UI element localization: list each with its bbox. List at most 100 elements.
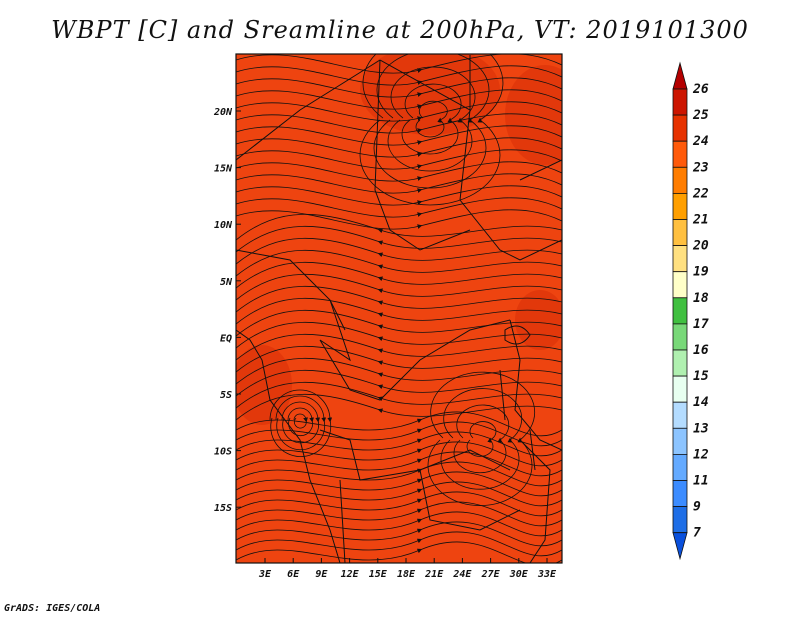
streamline bbox=[236, 237, 562, 265]
lon-tick-label: 3E bbox=[258, 569, 272, 580]
lon-tick-label: 9E bbox=[315, 569, 328, 580]
streamline bbox=[236, 77, 562, 98]
colorbar-swatch bbox=[672, 88, 688, 116]
lat-tick-label: 10S bbox=[214, 447, 232, 458]
streamline bbox=[387, 66, 476, 172]
colorbar-label: 12 bbox=[693, 447, 709, 462]
colorbar-swatch bbox=[672, 140, 688, 168]
streamline bbox=[440, 388, 523, 490]
border-mozambique bbox=[519, 439, 551, 563]
streamline bbox=[236, 161, 562, 182]
streamline bbox=[466, 421, 497, 457]
colorbar-label: 25 bbox=[692, 108, 709, 123]
streamline bbox=[236, 521, 562, 547]
colorbar-label: 15 bbox=[693, 369, 709, 384]
colorbar-label: 20 bbox=[692, 239, 709, 254]
streamline bbox=[236, 213, 562, 241]
warm-patch-east bbox=[515, 290, 562, 350]
coast-west bbox=[236, 329, 341, 563]
streamline bbox=[373, 54, 490, 189]
map-frame bbox=[235, 53, 563, 564]
colorbar-top-arrow bbox=[672, 61, 688, 90]
border-great-lakes bbox=[509, 319, 562, 451]
lon-tick-label: 21E bbox=[424, 569, 444, 580]
lon-tick-label: 27E bbox=[481, 569, 501, 580]
colorbar-swatch bbox=[672, 219, 688, 247]
lon-tick-label: 33E bbox=[537, 569, 557, 580]
streamline bbox=[236, 333, 562, 361]
colorbar-label: 21 bbox=[692, 213, 709, 228]
streamline bbox=[236, 369, 562, 397]
streamline bbox=[236, 113, 562, 134]
lat-tick-label: 20N bbox=[213, 107, 233, 118]
streamline bbox=[236, 441, 562, 467]
colorbar-swatch bbox=[672, 480, 688, 508]
streamline bbox=[236, 491, 562, 517]
footer-credit: GrADS: IGES/COLA bbox=[4, 603, 101, 614]
lat-tick-label: 15S bbox=[214, 503, 232, 514]
streamline bbox=[236, 285, 562, 313]
streamline bbox=[236, 421, 562, 447]
streamline bbox=[236, 185, 562, 206]
border-ethiopia bbox=[519, 159, 562, 181]
streamline bbox=[453, 404, 510, 474]
colorbar-bottom-arrow bbox=[672, 532, 688, 561]
lon-tick-label: 24E bbox=[452, 569, 472, 580]
streamline bbox=[401, 83, 462, 155]
lon-tick-label: 18E bbox=[397, 569, 416, 580]
colorbar-swatch bbox=[672, 427, 688, 455]
warm-patch-southwest bbox=[236, 345, 292, 425]
warm-patches bbox=[236, 54, 562, 425]
streamline bbox=[236, 431, 562, 457]
streamline bbox=[236, 89, 562, 110]
colorbar-label: 11 bbox=[693, 474, 709, 489]
lake-victoria bbox=[504, 325, 531, 345]
colorbar-label: 24 bbox=[692, 134, 709, 149]
streamline bbox=[236, 411, 562, 437]
streamline bbox=[236, 321, 562, 349]
colorbar-label: 26 bbox=[692, 82, 709, 97]
lat-tick-label: 15N bbox=[214, 164, 233, 175]
colorbar-swatch bbox=[672, 192, 688, 220]
border-chad-sudan bbox=[374, 59, 471, 251]
streamline bbox=[236, 511, 562, 537]
streamline bbox=[236, 357, 562, 385]
streamline bbox=[236, 261, 562, 289]
streamline bbox=[236, 345, 562, 373]
lat-tick-label: 5N bbox=[220, 277, 233, 288]
lat-tick-label: 5S bbox=[220, 390, 232, 401]
streamline bbox=[269, 389, 333, 457]
lon-tick-label: 30E bbox=[509, 569, 529, 580]
border-namibia bbox=[339, 479, 346, 563]
streamline bbox=[236, 101, 562, 122]
streamline bbox=[359, 54, 504, 206]
border-congo bbox=[319, 299, 511, 401]
streamline bbox=[236, 273, 562, 301]
streamline bbox=[236, 225, 562, 253]
colorbar-label: 13 bbox=[693, 421, 709, 436]
border-nigeria-cameroon bbox=[236, 249, 346, 331]
latitude-axis: 20N 15N 10N 5N EQ 5S 10S 15S bbox=[213, 107, 241, 514]
colorbar-swatch bbox=[672, 297, 688, 325]
colorbar-swatch bbox=[672, 506, 688, 534]
streamline bbox=[287, 407, 315, 437]
colorbar-label: 16 bbox=[693, 343, 709, 358]
country-boundaries bbox=[236, 55, 562, 563]
streamline bbox=[415, 100, 448, 138]
colorbar-label: 14 bbox=[693, 395, 709, 410]
streamline bbox=[236, 249, 562, 277]
streamline bbox=[293, 413, 308, 429]
colorbar-label: 18 bbox=[693, 291, 709, 306]
border-botswana bbox=[419, 469, 521, 531]
streamline bbox=[236, 451, 562, 477]
streamline bbox=[236, 125, 562, 146]
colorbar-swatch bbox=[672, 349, 688, 377]
streamline bbox=[236, 137, 562, 158]
streamline bbox=[236, 173, 562, 194]
streamline bbox=[236, 501, 562, 527]
colorbar-swatch bbox=[672, 401, 688, 429]
colorbar-swatch bbox=[672, 166, 688, 194]
warm-patch-north bbox=[360, 54, 500, 135]
colorbar-label: 19 bbox=[693, 265, 709, 280]
